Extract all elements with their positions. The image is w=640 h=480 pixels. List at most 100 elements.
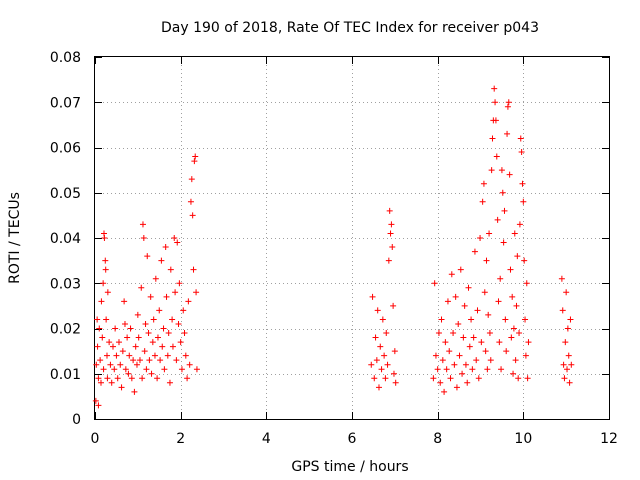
data-point — [382, 375, 389, 382]
data-point — [521, 257, 528, 264]
data-point — [97, 379, 104, 386]
data-point — [189, 212, 196, 219]
data-point — [114, 375, 121, 382]
data-point — [172, 289, 179, 296]
data-point — [108, 379, 115, 386]
data-point — [368, 361, 375, 368]
axis-ticks: 0 2 4 6 8 10 12 0 0.01 0.02 0.03 0.04 0.05 0.06 0.07 0.… — [50, 50, 618, 447]
data-point — [512, 357, 519, 364]
data-point — [384, 361, 391, 368]
data-point — [371, 375, 378, 382]
x-axis-label: GPS time / hours — [291, 459, 408, 475]
data-point — [180, 307, 187, 314]
data-point — [464, 379, 471, 386]
data-point — [474, 307, 481, 314]
data-point — [500, 239, 507, 246]
data-point — [390, 370, 397, 377]
data-point — [505, 99, 512, 106]
data-point — [564, 325, 571, 332]
data-point — [517, 135, 524, 142]
data-point — [102, 257, 109, 264]
data-point — [471, 248, 478, 255]
data-point — [138, 284, 145, 291]
data-point — [154, 375, 161, 382]
data-point — [181, 330, 188, 337]
data-point — [504, 130, 511, 137]
data-point — [565, 352, 572, 359]
data-point — [522, 352, 529, 359]
data-point — [167, 266, 174, 273]
data-point — [452, 293, 459, 300]
gridlines — [95, 57, 609, 419]
data-point — [511, 230, 518, 237]
data-point — [568, 361, 575, 368]
data-point — [184, 375, 191, 382]
data-point — [435, 330, 442, 337]
data-point — [388, 221, 395, 228]
x-tick-label: 4 — [262, 431, 271, 447]
data-point — [152, 275, 159, 282]
data-point — [157, 357, 164, 364]
data-point — [126, 352, 133, 359]
data-point — [144, 253, 151, 260]
data-point — [450, 330, 457, 337]
x-tick-label: 2 — [176, 431, 185, 447]
data-point — [475, 375, 482, 382]
data-point — [128, 375, 135, 382]
data-point — [465, 284, 472, 291]
data-point — [97, 357, 104, 364]
data-point — [193, 289, 200, 296]
data-point — [134, 311, 141, 318]
data-point — [117, 361, 124, 368]
data-point — [523, 280, 530, 287]
data-point — [173, 357, 180, 364]
data-point — [96, 325, 103, 332]
data-point — [522, 316, 529, 323]
data-point — [473, 357, 480, 364]
data-point — [132, 343, 139, 350]
data-point — [489, 135, 496, 142]
data-point — [125, 370, 132, 377]
data-point — [131, 388, 138, 395]
data-point — [187, 198, 194, 205]
data-point — [95, 402, 102, 409]
data-point — [466, 343, 473, 350]
data-point — [520, 198, 527, 205]
data-point — [99, 334, 106, 341]
data-point — [373, 357, 380, 364]
data-point — [121, 298, 128, 305]
data-point — [383, 330, 390, 337]
data-point — [149, 339, 156, 346]
data-point — [562, 339, 569, 346]
data-point — [509, 293, 516, 300]
data-point — [103, 352, 110, 359]
data-point — [488, 167, 495, 174]
data-point — [558, 275, 565, 282]
data-point — [146, 357, 153, 364]
data-point — [389, 244, 396, 251]
data-point — [92, 397, 99, 404]
data-point — [494, 216, 501, 223]
data-point — [122, 366, 129, 373]
data-point — [104, 289, 111, 296]
y-tick-label: 0.01 — [50, 367, 81, 383]
data-point — [479, 198, 486, 205]
data-point — [160, 325, 167, 332]
x-tick-label: 8 — [433, 431, 442, 447]
data-point — [106, 339, 113, 346]
data-point — [381, 352, 388, 359]
data-point — [190, 266, 197, 273]
data-point — [136, 357, 143, 364]
data-point — [140, 235, 147, 241]
data-point — [434, 366, 441, 373]
data-point — [524, 375, 531, 382]
data-point — [447, 375, 454, 382]
y-tick-label: 0.06 — [50, 141, 81, 157]
data-point — [165, 330, 172, 337]
data-point — [161, 366, 168, 373]
data-point — [171, 235, 178, 241]
data-point — [439, 357, 446, 364]
data-point — [95, 375, 102, 382]
data-point — [432, 352, 439, 359]
data-point — [139, 375, 146, 382]
